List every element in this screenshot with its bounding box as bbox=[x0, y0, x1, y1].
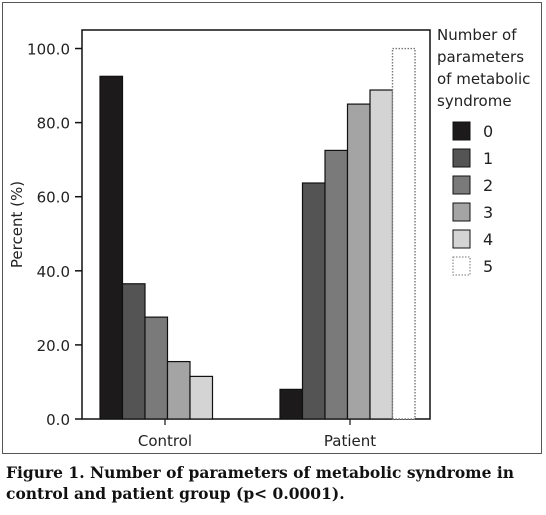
legend-title-line: syndrome bbox=[437, 92, 512, 110]
y-tick-label: 100.0 bbox=[27, 41, 70, 59]
bar-patient-2 bbox=[324, 149, 349, 420]
y-axis-label: Percent (%) bbox=[8, 181, 26, 268]
bar-patient-0 bbox=[279, 388, 304, 420]
bar-patient-4 bbox=[369, 89, 394, 420]
figure-frame bbox=[2, 2, 542, 454]
bar-chart: 0.0 20.0 40.0 60.0 80.0 100.0 Percent (%) Contr… bbox=[8, 26, 530, 450]
bar-control-2 bbox=[144, 316, 169, 420]
legend-label-5: 5 bbox=[483, 257, 493, 276]
legend-swatch-0 bbox=[452, 121, 471, 141]
y-tick-label: 60.0 bbox=[37, 189, 70, 207]
x-tick-label-patient: Patient bbox=[324, 432, 376, 450]
legend-label-1: 1 bbox=[483, 149, 493, 168]
legend-title-line: of metabolic bbox=[437, 70, 530, 88]
y-tick-label: 20.0 bbox=[37, 337, 70, 355]
y-tick-label: 80.0 bbox=[37, 115, 70, 133]
bar-control-0 bbox=[99, 75, 124, 420]
legend-swatch-4 bbox=[452, 229, 471, 249]
legend-title-line: Number of bbox=[437, 26, 517, 44]
bar-control-4 bbox=[189, 375, 214, 420]
legend-label-3: 3 bbox=[483, 203, 493, 222]
y-tick-label: 0.0 bbox=[46, 411, 70, 429]
bar-patient-5 bbox=[391, 47, 416, 420]
bar-control-1 bbox=[121, 283, 146, 420]
legend-swatch-2 bbox=[452, 175, 471, 195]
legend-title-line: parameters bbox=[437, 48, 524, 66]
legend-swatch-5 bbox=[452, 256, 471, 276]
x-tick-label-control: Control bbox=[138, 432, 192, 450]
bar-patient-3 bbox=[346, 103, 371, 420]
legend-swatch-3 bbox=[452, 202, 471, 222]
legend-label-0: 0 bbox=[483, 122, 493, 141]
legend-label-4: 4 bbox=[483, 230, 493, 249]
y-tick-label: 40.0 bbox=[37, 263, 70, 281]
figure-caption: Figure 1. Number of parameters of metabo… bbox=[6, 463, 514, 503]
bar-patient-1 bbox=[301, 182, 326, 420]
bar-control-3 bbox=[166, 360, 191, 420]
plot-area bbox=[81, 29, 431, 420]
legend-label-2: 2 bbox=[483, 176, 493, 195]
legend-swatch-1 bbox=[452, 148, 471, 168]
